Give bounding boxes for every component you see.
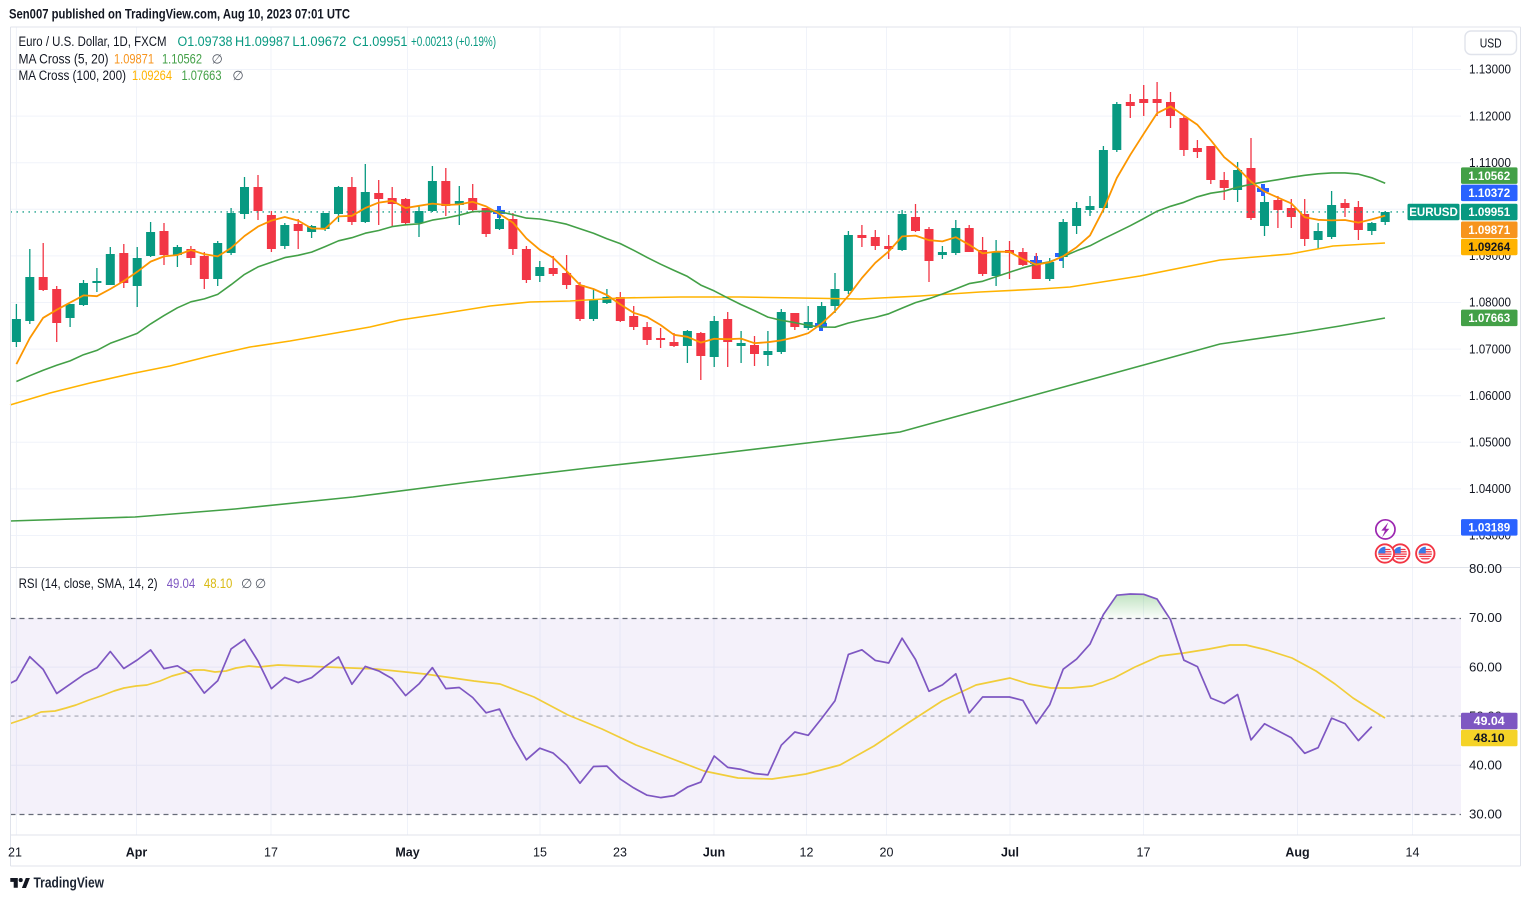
- svg-text:TradingView: TradingView: [34, 876, 105, 892]
- svg-text:1.09871: 1.09871: [114, 51, 154, 66]
- svg-text:+0.00213 (+0.19%): +0.00213 (+0.19%): [411, 34, 496, 49]
- svg-text:1.10562: 1.10562: [162, 51, 202, 66]
- svg-text:Jul: Jul: [1001, 846, 1019, 860]
- svg-text:30.00: 30.00: [1469, 808, 1502, 822]
- svg-text:O1.09738: O1.09738: [178, 34, 233, 49]
- svg-text:H1.09987: H1.09987: [235, 34, 290, 49]
- svg-text:∅: ∅: [255, 576, 266, 591]
- svg-text:∅: ∅: [232, 68, 243, 83]
- svg-text:70.00: 70.00: [1469, 611, 1502, 625]
- svg-text:Jun: Jun: [703, 846, 725, 860]
- svg-text:1.13000: 1.13000: [1469, 63, 1511, 77]
- svg-text:1.11000: 1.11000: [1469, 156, 1511, 170]
- svg-text:12: 12: [800, 846, 814, 860]
- svg-text:1.07663: 1.07663: [182, 68, 222, 83]
- svg-text:May: May: [395, 846, 419, 860]
- svg-text:1.04000: 1.04000: [1469, 482, 1511, 496]
- svg-text:1.07663: 1.07663: [1468, 311, 1510, 325]
- svg-text:21: 21: [8, 846, 22, 860]
- svg-text:1.10372: 1.10372: [1468, 186, 1510, 200]
- svg-text:1.10562: 1.10562: [1468, 169, 1510, 183]
- svg-text:USD: USD: [1480, 35, 1502, 50]
- svg-text:1.09951: 1.09951: [1468, 205, 1510, 219]
- svg-text:L1.09672: L1.09672: [292, 34, 346, 49]
- svg-text:RSI (14, close, SMA, 14, 2): RSI (14, close, SMA, 14, 2): [19, 576, 158, 591]
- svg-text:∅: ∅: [241, 576, 252, 591]
- svg-text:17: 17: [264, 846, 278, 860]
- svg-text:MA Cross (5, 20): MA Cross (5, 20): [19, 51, 109, 66]
- svg-text:C1.09951: C1.09951: [353, 34, 408, 49]
- svg-text:1.06000: 1.06000: [1469, 389, 1511, 403]
- svg-text:Sen007 published on TradingVie: Sen007 published on TradingView.com, Aug…: [9, 6, 350, 22]
- svg-text:23: 23: [613, 846, 627, 860]
- svg-text:EURUSD: EURUSD: [1409, 207, 1458, 219]
- svg-text:∅: ∅: [212, 51, 223, 66]
- svg-text:MA Cross (100, 200): MA Cross (100, 200): [19, 68, 127, 83]
- svg-text:49.04: 49.04: [167, 576, 196, 591]
- svg-text:1.09871: 1.09871: [1468, 223, 1510, 237]
- svg-text:17: 17: [1137, 846, 1151, 860]
- svg-text:Aug: Aug: [1285, 846, 1309, 860]
- svg-text:60.00: 60.00: [1469, 660, 1502, 674]
- svg-text:Euro / U.S. Dollar, 1D, FXCM: Euro / U.S. Dollar, 1D, FXCM: [19, 34, 167, 49]
- svg-text:14: 14: [1406, 846, 1420, 860]
- svg-text:48.10: 48.10: [204, 576, 233, 591]
- svg-text:1.05000: 1.05000: [1469, 436, 1511, 450]
- svg-text:49.04: 49.04: [1474, 714, 1505, 728]
- svg-text:1.08000: 1.08000: [1469, 296, 1511, 310]
- svg-text:1.07000: 1.07000: [1469, 342, 1511, 356]
- svg-text:1.12000: 1.12000: [1469, 109, 1511, 123]
- svg-text:Apr: Apr: [126, 846, 148, 860]
- svg-text:1.09264: 1.09264: [1468, 240, 1510, 254]
- svg-text:15: 15: [533, 846, 547, 860]
- svg-text:40.00: 40.00: [1469, 759, 1502, 773]
- svg-text:48.10: 48.10: [1474, 731, 1505, 745]
- svg-text:80.00: 80.00: [1469, 562, 1502, 576]
- svg-text:1.03189: 1.03189: [1468, 521, 1510, 535]
- svg-text:20: 20: [880, 846, 894, 860]
- svg-text:1.09264: 1.09264: [132, 68, 172, 83]
